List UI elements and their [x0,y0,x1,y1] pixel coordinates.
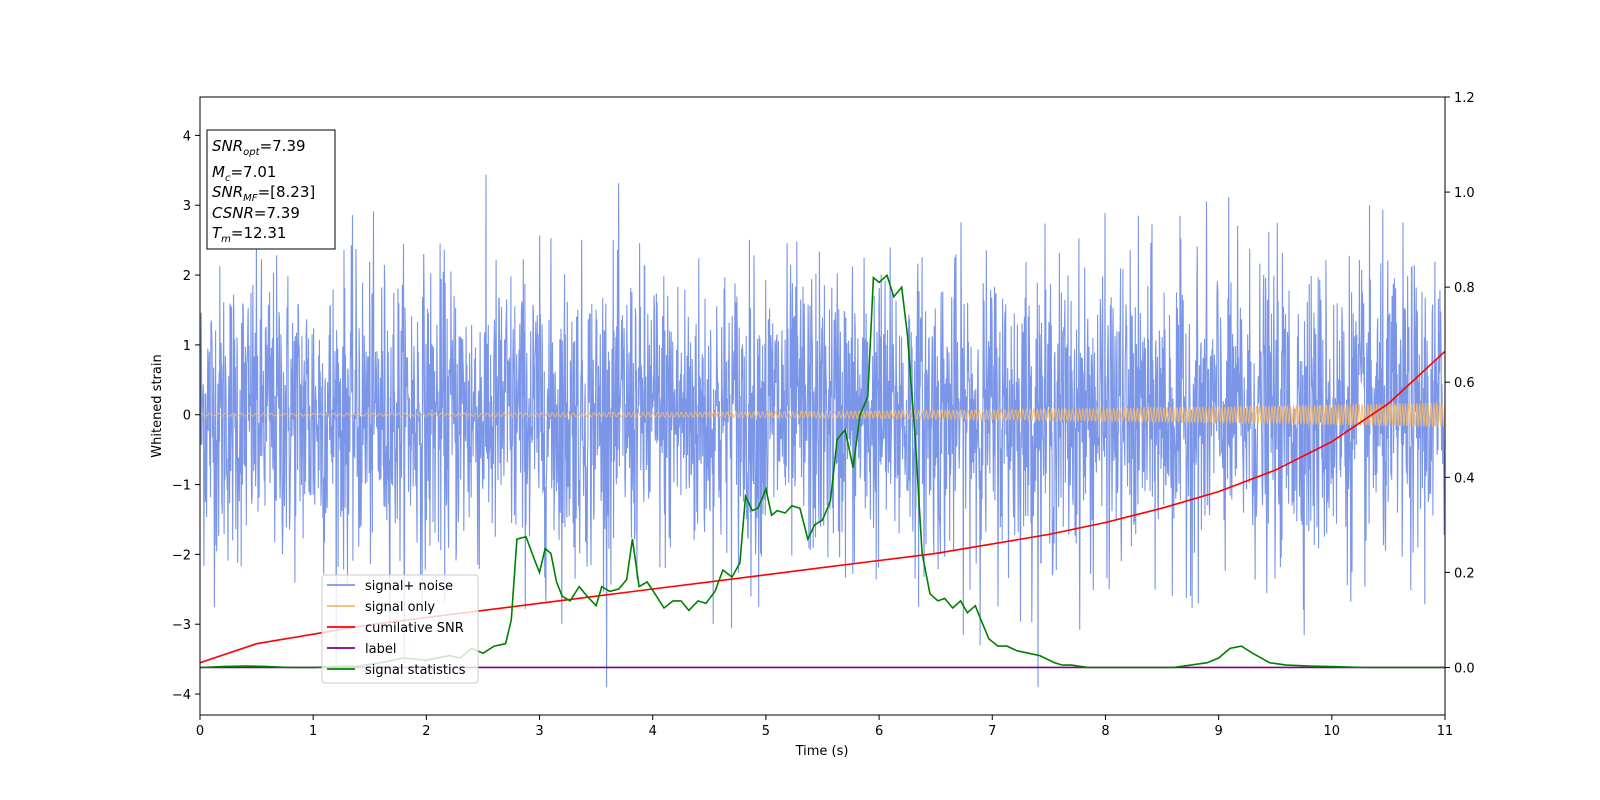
y-axis-label: Whitened strain [150,354,165,457]
y2-tick-label: 1.0 [1454,186,1475,201]
annotation-line: CSNR=7.39 [212,204,300,222]
y-tick-label: 0 [183,409,191,424]
annotation-symbol: T [212,224,223,242]
annotation-subscript: c [225,173,231,184]
legend-frame [321,574,479,684]
annotation-value: =7.01 [230,163,276,181]
x-tick-label: 3 [535,724,543,739]
legend: signal+ noise signal only cumilative SNR la… [321,574,479,684]
x-tick-label: 8 [1101,724,1109,739]
annotation-symbol: SNR [212,183,243,201]
axes: 0 1 2 3 4 5 6 7 8 9 10 1143210−1−2−3−41.21.00.80.60… [172,91,1475,739]
x-tick-label: 5 [762,724,770,739]
annotation-subscript: opt [243,147,260,158]
annotation-symbol: CSNR [212,204,254,222]
y2-tick-label: 0.2 [1454,566,1475,581]
plot-frame [199,96,1446,716]
x-tick-label: 0 [196,724,204,739]
y-tick-label: 2 [183,269,191,284]
x-tick-label: 11 [1437,724,1454,739]
annotation-line: Tm=12.31 [212,224,286,245]
annotation-value: =7.39 [260,137,306,155]
series-signal-noise [200,174,1445,688]
annotation-line: Mc=7.01 [212,163,276,184]
legend-label: signal only [365,600,435,615]
x-tick-label: 7 [988,724,996,739]
legend-label: signal statistics [365,663,466,678]
y-tick-label: −4 [172,688,191,703]
legend-label: signal+ noise [365,579,453,594]
series-signal-only [200,402,1445,428]
y-tick-label: 3 [183,199,191,214]
y2-tick-label: 0.4 [1454,471,1475,486]
x-axis-label: Time (s) [795,744,849,759]
annotation-box: SNRopt=7.39Mc=7.01SNRMF=[8.23]CSNR=7.39T… [206,129,336,250]
x-tick-label: 10 [1324,724,1341,739]
y-tick-label: −2 [172,548,191,563]
series-signal-statistics [200,273,1445,669]
y2-tick-label: 0.6 [1454,376,1475,391]
annotation-value: =12.31 [231,224,287,242]
annotation-symbol: M [212,163,225,181]
legend-label: cumilative SNR [365,621,464,636]
annotation-symbol: SNR [212,137,243,155]
y-tick-label: 1 [183,339,191,354]
x-tick-label: 9 [1214,724,1222,739]
annotation-value: =7.39 [254,204,300,222]
y-tick-label: −1 [172,479,191,494]
annotation-line: SNRMF=[8.23] [212,183,315,204]
annotation-line: SNRopt=7.39 [212,137,306,158]
y2-tick-label: 0.8 [1454,281,1475,296]
y2-tick-label: 1.2 [1454,91,1475,106]
y-tick-label: 4 [183,129,191,144]
y-tick-label: −3 [172,618,191,633]
annotation-subscript: MF [243,193,258,204]
x-tick-label: 1 [309,724,317,739]
x-tick-label: 6 [875,724,883,739]
annotation-subscript: m [221,234,231,245]
x-tick-label: 2 [422,724,430,739]
y2-tick-label: 0.0 [1454,661,1475,676]
legend-label: label [365,642,396,657]
annotation-frame [206,129,336,250]
annotation-value: =[8.23] [258,183,316,201]
x-tick-label: 4 [649,724,657,739]
